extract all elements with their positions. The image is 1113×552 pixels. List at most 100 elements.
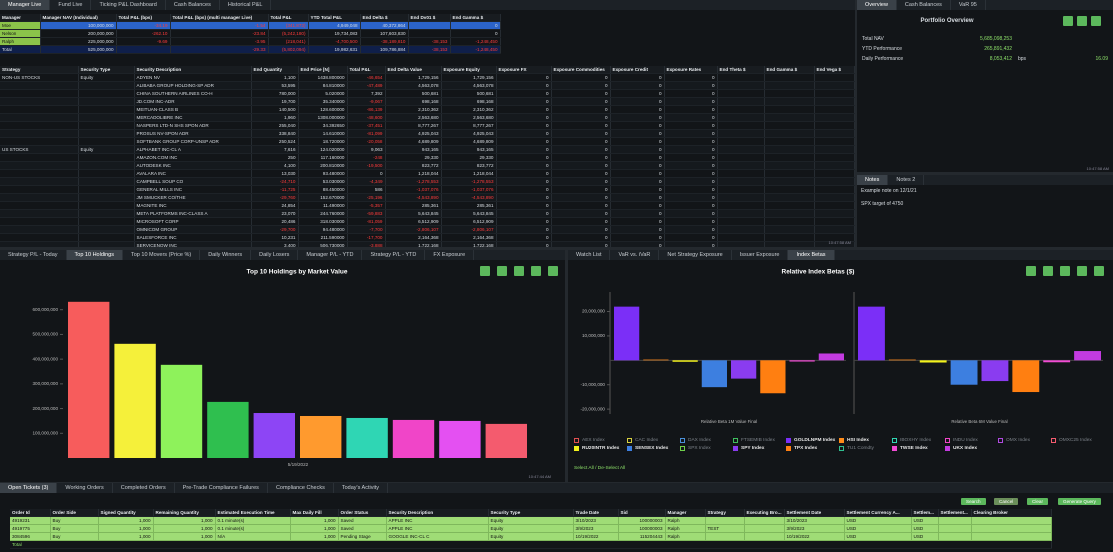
button[interactable]: Clear bbox=[1027, 498, 1048, 505]
empty-cell bbox=[814, 169, 855, 178]
select-links[interactable]: Select All / De-Select All bbox=[574, 466, 626, 471]
cell: 0 bbox=[610, 113, 665, 122]
legend-item[interactable]: TWSE Index bbox=[892, 446, 945, 451]
tab[interactable]: Cash Balances bbox=[897, 0, 951, 10]
settings-icon[interactable] bbox=[1094, 266, 1104, 276]
tab[interactable]: Manager P/L - YTD bbox=[298, 250, 363, 260]
filter-icon[interactable] bbox=[480, 266, 490, 276]
cell: 0.1 minute(s) bbox=[215, 516, 291, 525]
filter-icon[interactable] bbox=[1026, 266, 1036, 276]
legend-item[interactable]: GOLDLNPM Index bbox=[786, 438, 839, 443]
x-category-label: Relative Beta 6M Value Final bbox=[951, 419, 1007, 424]
tab[interactable]: Open Tickets (3) bbox=[0, 483, 58, 493]
legend-item[interactable]: INDU Index bbox=[945, 438, 998, 443]
cell: 1308.000000 bbox=[298, 113, 348, 122]
tab[interactable]: Issuer Exposure bbox=[732, 250, 789, 260]
metric-unit: bps bbox=[1018, 56, 1027, 62]
copy-icon[interactable] bbox=[548, 266, 558, 276]
tab[interactable]: Working Orders bbox=[57, 483, 113, 493]
cell: 100000003 bbox=[618, 524, 666, 533]
cell: 255,040 bbox=[251, 121, 299, 130]
empty-cell bbox=[764, 233, 815, 242]
cell: 53,595 bbox=[251, 81, 299, 90]
cell: 1,100 bbox=[251, 73, 299, 82]
empty-cell bbox=[78, 233, 135, 242]
column-header: End Price [N] bbox=[298, 66, 348, 74]
column-header: Settlement Date bbox=[784, 509, 845, 517]
button[interactable]: Search bbox=[961, 498, 986, 505]
header-row: Manager Manager NAV (Individual) Total P&L… bbox=[0, 14, 501, 22]
export-icon[interactable] bbox=[1091, 16, 1101, 26]
tab[interactable]: Notes bbox=[857, 175, 889, 185]
empty-cell bbox=[0, 113, 79, 122]
cell: Ralph bbox=[665, 516, 706, 525]
legend-item[interactable]: OMX Index bbox=[998, 438, 1051, 443]
legend-item[interactable]: HSI Index bbox=[839, 438, 892, 443]
column-header: YTD Total P&L bbox=[308, 14, 361, 22]
tab[interactable]: Overview bbox=[857, 0, 897, 10]
tab[interactable]: Net Strategy Exposure bbox=[659, 250, 732, 260]
legend-item[interactable]: DAX Index bbox=[680, 438, 733, 443]
column-header: Manager bbox=[665, 509, 706, 517]
cell: 10/19/2022 bbox=[573, 532, 619, 541]
tab[interactable]: Fund Live bbox=[50, 0, 92, 10]
legend-item[interactable]: TU1 Comdty bbox=[839, 446, 892, 451]
tab[interactable]: Strategy P/L - Today bbox=[0, 250, 67, 260]
empty-cell bbox=[717, 185, 765, 194]
legend-item[interactable]: CAC Index bbox=[627, 438, 680, 443]
empty-cell bbox=[0, 81, 79, 90]
tab[interactable]: VaR 95 bbox=[951, 0, 986, 10]
legend-item[interactable]: SENSEX Index bbox=[627, 446, 680, 451]
tab[interactable]: Strategy P/L - YTD bbox=[362, 250, 426, 260]
column-header: Security Description bbox=[134, 66, 252, 74]
bar bbox=[207, 401, 249, 458]
filter-icon[interactable] bbox=[1063, 16, 1073, 26]
refresh-icon[interactable] bbox=[497, 266, 507, 276]
tab[interactable]: Top 10 Holdings bbox=[66, 250, 123, 260]
refresh-icon[interactable] bbox=[1077, 16, 1087, 26]
legend-item[interactable]: OMXC25 Index bbox=[1051, 438, 1104, 443]
legend-item[interactable]: TPX Index bbox=[786, 446, 839, 451]
tab[interactable]: Daily Winners bbox=[200, 250, 252, 260]
export-icon[interactable] bbox=[1077, 266, 1087, 276]
cell: 4,925,043 bbox=[441, 129, 497, 138]
table-row: MICROSOFT CORP 20,486 318.030000 -81,059 6,5… bbox=[0, 217, 855, 226]
cell: -37,451 bbox=[347, 121, 386, 130]
tab[interactable]: Cash Balances bbox=[166, 0, 220, 10]
tab[interactable]: Notes 2 bbox=[888, 175, 925, 185]
legend-item[interactable]: UKX Index bbox=[945, 446, 998, 451]
tab[interactable]: Ticking P&L Dashboard bbox=[91, 0, 166, 10]
refresh-icon[interactable] bbox=[1043, 266, 1053, 276]
tab[interactable]: VaR vs. iVaR bbox=[610, 250, 660, 260]
tab[interactable]: Index Betas bbox=[788, 250, 835, 260]
button[interactable]: Generate Query bbox=[1058, 498, 1101, 505]
tab[interactable]: Top 10 Movers (Price %) bbox=[123, 250, 201, 260]
legend-item[interactable]: RU20INTR Index bbox=[574, 446, 627, 451]
legend-item[interactable]: FTSEMIB Index bbox=[733, 438, 786, 443]
cell: 8,777,267 bbox=[385, 121, 442, 130]
button[interactable]: Cancel bbox=[994, 498, 1019, 505]
grid-icon[interactable] bbox=[514, 266, 524, 276]
tab[interactable]: Historical P&L bbox=[220, 0, 272, 10]
empty-cell bbox=[764, 161, 815, 170]
tab[interactable]: Manager Live bbox=[0, 0, 51, 10]
empty-cell bbox=[764, 81, 815, 90]
legend-item[interactable]: SPY Index bbox=[733, 446, 786, 451]
tab[interactable]: Today's Activity bbox=[334, 483, 388, 493]
legend-item[interactable]: IBOXHY Index bbox=[892, 438, 945, 443]
legend-item[interactable]: AEX Index bbox=[574, 438, 627, 443]
grid-icon[interactable] bbox=[1060, 266, 1070, 276]
legend-label: IBOXHY Index bbox=[900, 438, 932, 443]
legend-item[interactable]: SPX Index bbox=[680, 446, 733, 451]
empty-cell bbox=[744, 524, 785, 533]
cell: 0 bbox=[496, 177, 552, 186]
export-icon[interactable] bbox=[531, 266, 541, 276]
tab[interactable]: Compliance Checks bbox=[268, 483, 334, 493]
column-header: Order Side bbox=[50, 509, 99, 517]
tab[interactable]: Daily Losers bbox=[251, 250, 299, 260]
tab[interactable]: Watch List bbox=[568, 250, 611, 260]
tab[interactable]: FX Exposure bbox=[425, 250, 475, 260]
tab[interactable]: Completed Orders bbox=[113, 483, 175, 493]
tab[interactable]: Pre-Trade Compliance Failures bbox=[175, 483, 268, 493]
